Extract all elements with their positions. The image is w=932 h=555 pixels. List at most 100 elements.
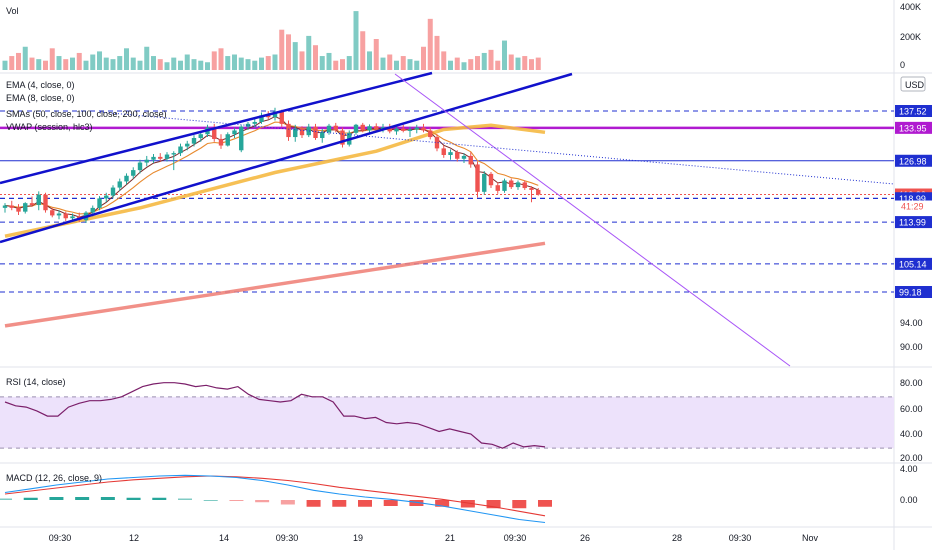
time-axis-tick: 28 — [672, 533, 682, 543]
rsi-axis-tick: 80.00 — [900, 378, 923, 388]
candle-body — [23, 203, 28, 212]
volume-bar — [178, 60, 183, 70]
candle-body — [421, 127, 426, 131]
candle-body — [137, 162, 143, 171]
volume-bar — [22, 46, 28, 70]
candle-body — [63, 213, 68, 219]
candle-body — [434, 137, 440, 149]
macd-histogram-bar — [178, 498, 192, 500]
price-label-box — [895, 216, 932, 229]
candle-body — [401, 128, 406, 131]
volume-bar — [9, 56, 15, 70]
candle-body — [374, 126, 379, 130]
volume-bar — [535, 57, 541, 70]
volume-pane — [2, 11, 541, 71]
candle-body — [232, 130, 237, 135]
volume-bar — [508, 54, 514, 70]
price-axis: 137.52133.95126.98119.83119.04118.99113.… — [895, 105, 932, 298]
candle-body — [360, 124, 365, 131]
volume-bar — [124, 48, 129, 70]
indicator-ema4-label[interactable]: EMA (4, close, 0) — [6, 80, 75, 90]
rsi-label[interactable]: RSI (14, close) — [6, 377, 66, 387]
volume-axis-tick: 0 — [900, 60, 905, 70]
volume-bar — [502, 40, 507, 70]
volume-bar — [2, 60, 8, 70]
price-label-text: 113.99 — [899, 218, 926, 228]
volume-bar — [475, 56, 480, 70]
volume-bar — [367, 51, 372, 70]
volume-bar — [49, 48, 55, 70]
trend-drawings[interactable] — [0, 71, 895, 367]
volume-bar — [522, 56, 528, 70]
macd-histogram-bar — [229, 500, 244, 501]
macd-histogram-bar — [358, 500, 372, 507]
volume-bar — [488, 49, 494, 70]
time-axis-tick: 14 — [219, 533, 229, 543]
candle-body — [529, 188, 534, 190]
time-axis-tick: Nov — [802, 533, 819, 543]
volume-bar — [171, 57, 177, 70]
candle-body — [9, 205, 14, 208]
volume-bar — [265, 56, 271, 70]
candle-body — [225, 134, 230, 146]
candle-body — [178, 146, 183, 154]
volume-bar — [313, 45, 318, 70]
channel-upper-line[interactable] — [0, 71, 433, 185]
time-axis[interactable]: 09:30 12 14 09:30 19 21 09:30 26 28 09:30 Nov — [49, 533, 819, 543]
macd-axis-tick: 0.00 — [900, 495, 918, 505]
rsi-axis-tick: 60.00 — [900, 404, 923, 414]
candle-body — [428, 130, 433, 138]
volume-bar — [191, 59, 197, 70]
volume-bar — [110, 59, 116, 70]
time-axis-tick: 21 — [445, 533, 455, 543]
candle-body — [407, 129, 413, 131]
volume-bar — [427, 18, 433, 71]
candle-body — [495, 185, 500, 191]
candle-body — [299, 128, 305, 136]
macd-histogram-bar — [538, 500, 552, 507]
volume-bar — [495, 60, 501, 70]
candle-body — [515, 182, 521, 188]
dotted-trend-line[interactable] — [99, 111, 895, 185]
price-axis-tick: 94.00 — [900, 318, 923, 328]
channel-lower-line[interactable] — [0, 72, 573, 244]
macd-histogram-bar — [306, 500, 321, 507]
volume-bar — [16, 52, 21, 70]
currency-button[interactable] — [900, 76, 926, 92]
volume-bar — [205, 62, 210, 70]
indicator-smas-label[interactable]: SMAs (50, close, 100, close, 200, close) — [6, 109, 167, 119]
indicator-ema8-label[interactable]: EMA (8, close, 0) — [6, 93, 75, 103]
volume-bar — [380, 57, 386, 70]
macd-histogram-bar — [460, 500, 475, 508]
candle-body — [502, 180, 507, 191]
macd-histogram-bar — [332, 500, 347, 507]
candle-body — [326, 125, 332, 133]
rsi-axis-tick: 20.00 — [900, 453, 923, 463]
rsi-line — [4, 382, 546, 449]
descending-trend-line[interactable] — [394, 73, 791, 367]
candle-body — [536, 189, 541, 195]
rsi-pane — [0, 382, 894, 449]
indicator-vwap-label[interactable]: VWAP (session, hlc3) — [6, 122, 93, 132]
time-axis-tick: 26 — [580, 533, 590, 543]
volume-bar — [461, 62, 467, 70]
candle-body — [468, 155, 473, 165]
candle-body — [313, 126, 318, 139]
volume-axis-tick: 200K — [900, 32, 921, 42]
candle-body — [110, 187, 116, 196]
volume-bar — [387, 54, 393, 70]
candle-body — [212, 127, 217, 139]
candle-body — [461, 155, 467, 159]
macd-label[interactable]: MACD (12, 26, close, 9) — [6, 473, 102, 483]
candle-body — [353, 124, 359, 133]
candle-body — [367, 126, 372, 131]
volume-bar — [353, 11, 359, 71]
candle-body — [286, 123, 291, 138]
volume-label: Vol — [6, 6, 19, 16]
volume-bar — [36, 59, 42, 70]
candle-body — [144, 159, 149, 163]
candle-body — [522, 182, 527, 189]
currency-label: USD — [905, 80, 925, 90]
